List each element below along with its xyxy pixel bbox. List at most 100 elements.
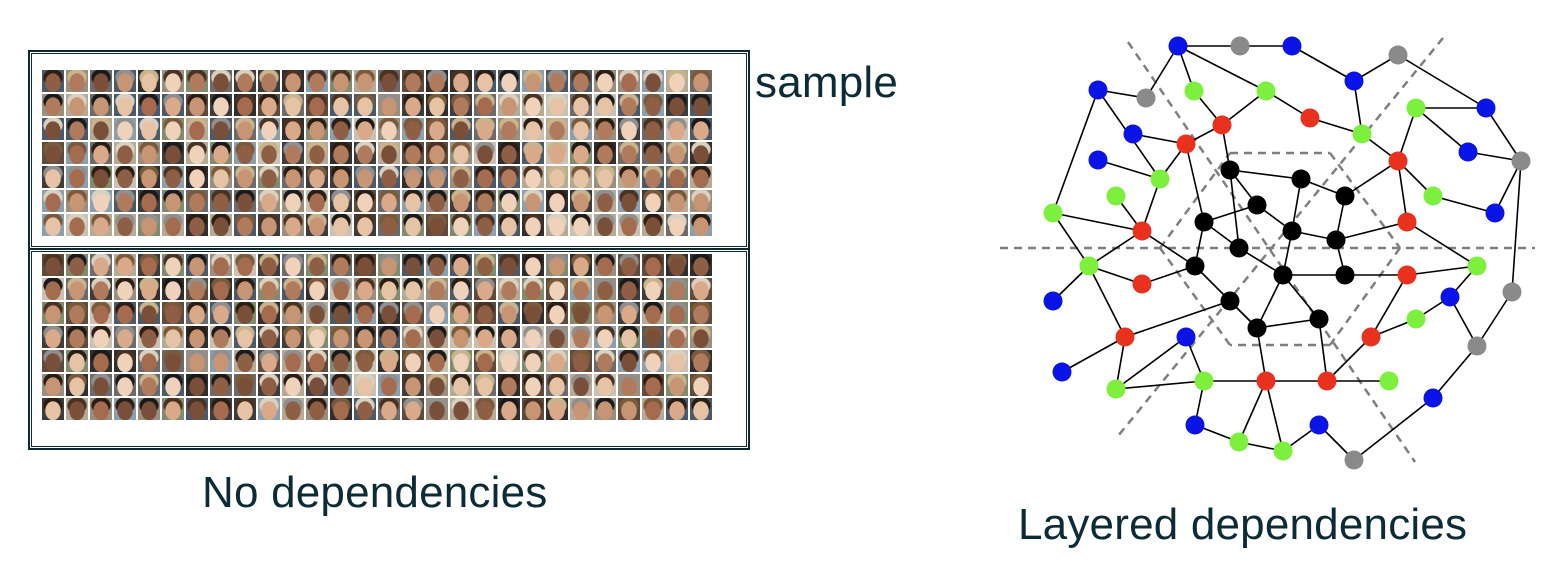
face-thumbnail [642,374,664,396]
face-thumbnail [234,142,256,164]
graph-edge [1177,45,1267,92]
face-thumbnail [186,190,208,212]
face-thumbnail [282,326,304,348]
graph-node-blue [1043,291,1063,311]
face-thumbnail [354,166,376,188]
face-thumbnail [306,190,328,212]
face-thumbnail [42,350,64,372]
no-dependencies-caption: No dependencies [202,468,548,517]
graph-node-black [1309,309,1329,329]
face-thumbnail [42,214,64,236]
face-thumbnail [426,350,448,372]
graph-node-green [1406,309,1426,329]
graph-node-green [1106,186,1126,206]
face-thumbnail [282,254,304,276]
graph-edge [1397,54,1487,109]
face-thumbnail [330,302,352,324]
face-thumbnail [594,70,616,92]
face-thumbnail [450,214,472,236]
face-thumbnail [594,214,616,236]
face-thumbnail [666,278,688,300]
face-thumbnail [306,326,328,348]
face-thumbnail [450,190,472,212]
sample-label: sample [755,58,899,107]
face-thumbnail [258,118,280,140]
face-thumbnail [618,214,640,236]
face-thumbnail [570,118,592,140]
layer-boundary-line [1117,37,1444,437]
face-thumbnail [666,302,688,324]
face-thumbnail [138,326,160,348]
graph-node-blue [1458,142,1478,162]
graph-node-black [1220,160,1240,180]
face-thumbnail [690,166,712,188]
face-thumbnail [282,278,304,300]
face-thumbnail [186,374,208,396]
face-thumbnail [570,166,592,188]
face-thumbnail [426,94,448,116]
face-thumbnail [114,166,136,188]
face-thumbnail [498,398,520,420]
graph-node-red [1212,115,1232,135]
graph-edge [1088,230,1143,267]
graph-node-gray [1136,88,1156,108]
face-thumbnail [306,214,328,236]
graph-node-red [1397,212,1417,232]
face-thumbnail [450,254,472,276]
face-thumbnail [330,142,352,164]
face-thumbnail [258,70,280,92]
face-thumbnail [114,254,136,276]
face-thumbnail [90,94,112,116]
face-thumbnail [210,350,232,372]
face-thumbnail [186,118,208,140]
face-thumbnail [162,278,184,300]
face-thumbnail [498,214,520,236]
face-thumbnail [618,254,640,276]
face-thumbnail [66,302,88,324]
face-thumbnail [474,70,496,92]
graph-node-black [1194,212,1214,232]
face-thumbnail [618,350,640,372]
face-thumbnail [282,94,304,116]
graph-node-blue [1423,388,1443,408]
face-thumbnail [90,398,112,420]
face-thumbnail [570,350,592,372]
face-thumbnail [690,278,712,300]
face-thumbnail [114,142,136,164]
face-thumbnail [330,214,352,236]
face-thumbnail [666,70,688,92]
face-thumbnail [642,326,664,348]
face-thumbnail [618,398,640,420]
face-thumbnail [570,190,592,212]
face-thumbnail [426,214,448,236]
face-thumbnail [138,350,160,372]
face-thumbnail [378,278,400,300]
face-thumbnail [522,118,544,140]
face-thumbnail [618,166,640,188]
graph-edge [1124,300,1231,338]
face-thumbnail [258,350,280,372]
face-thumbnail [690,142,712,164]
face-thumbnail [210,190,232,212]
face-thumbnail [66,190,88,212]
face-thumbnail [66,70,88,92]
face-thumbnail [594,278,616,300]
face-thumbnail [282,166,304,188]
face-thumbnail [42,190,64,212]
face-thumbnail [474,166,496,188]
face-thumbnail [42,326,64,348]
layer-boundary-line [1328,247,1402,346]
face-thumbnail [690,70,712,92]
face-thumbnail [450,118,472,140]
graph-node-gray [1388,45,1408,65]
face-thumbnail [186,214,208,236]
face-thumbnail [42,374,64,396]
face-thumbnail [450,278,472,300]
layer-boundary-line [1126,41,1417,463]
graph-node-green [1229,432,1249,452]
face-thumbnail [354,70,376,92]
face-thumbnail [498,350,520,372]
face-thumbnail [618,374,640,396]
face-thumbnail [210,94,232,116]
face-thumbnail [522,190,544,212]
